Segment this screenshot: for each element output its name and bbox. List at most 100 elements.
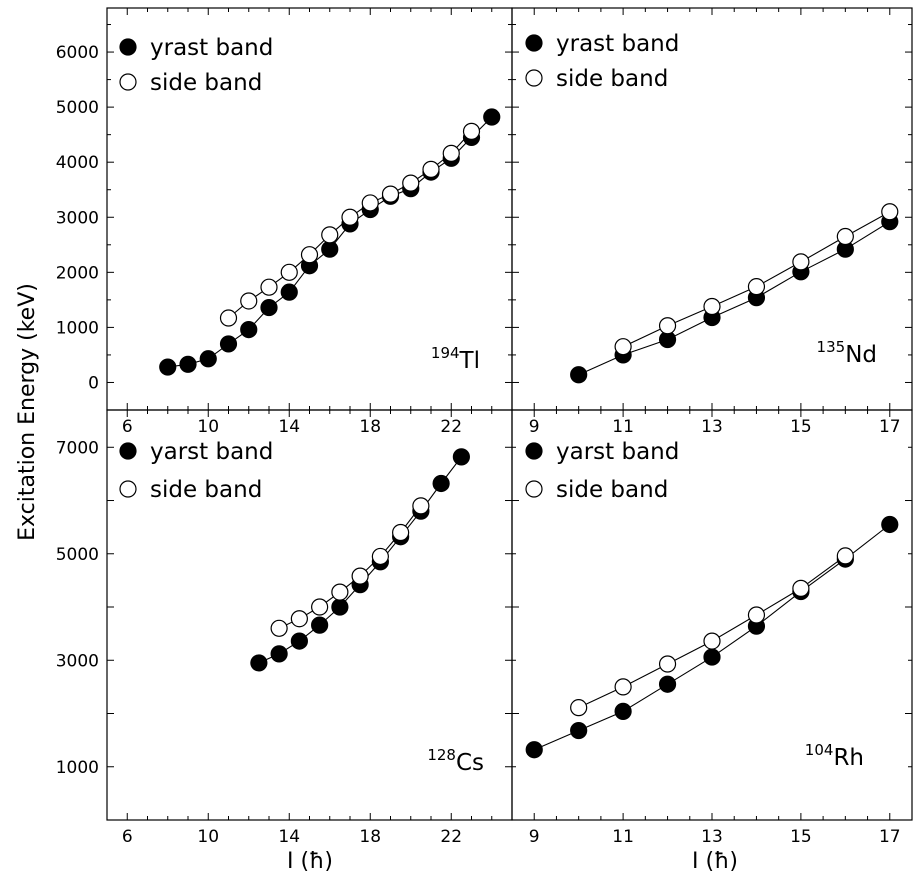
side-band-point bbox=[836, 227, 854, 246]
y-axis-title: Excitation Energy (keV) bbox=[15, 283, 40, 541]
side-band-point bbox=[361, 194, 379, 212]
yrast-point bbox=[250, 654, 268, 672]
side-band-point bbox=[402, 174, 420, 192]
side-band-point bbox=[300, 246, 319, 264]
x-tick-label: 10 bbox=[197, 827, 219, 847]
x-tick-label: 13 bbox=[701, 827, 723, 847]
legend-label: side band bbox=[556, 66, 668, 92]
side-band-point bbox=[260, 278, 278, 296]
y-tick-label: 2000 bbox=[56, 263, 99, 283]
legend-label: yrast band bbox=[556, 31, 679, 57]
y-tick-label: 0 bbox=[88, 373, 99, 393]
side-band-point bbox=[331, 583, 349, 601]
nucleus-mass-number: 135 bbox=[817, 338, 846, 356]
x-tick-label: 6 bbox=[122, 417, 133, 437]
nucleus-label: 194Tl bbox=[431, 344, 480, 374]
side-band-point bbox=[240, 292, 258, 310]
nucleus-symbol: Rh bbox=[833, 745, 864, 771]
nucleus-symbol: Nd bbox=[845, 342, 877, 368]
y-tick-label: 5000 bbox=[56, 545, 99, 565]
side-band-point bbox=[341, 208, 359, 226]
yrast-point bbox=[614, 702, 632, 720]
side-band-point bbox=[747, 278, 766, 296]
side-band-point bbox=[290, 610, 308, 628]
x-axis-title-right: I (ħ) bbox=[692, 849, 738, 874]
legend-marker-filled bbox=[525, 442, 543, 460]
y-tick-label: 6000 bbox=[56, 43, 99, 63]
x-tick-label: 14 bbox=[278, 827, 300, 847]
side-band-point bbox=[462, 122, 481, 140]
side-band-point bbox=[703, 632, 721, 650]
nucleus-symbol: Tl bbox=[459, 348, 480, 374]
legend-marker-filled bbox=[119, 38, 137, 56]
yrast-point bbox=[570, 721, 588, 740]
nucleus-label: 135Nd bbox=[817, 338, 877, 368]
legend-label: yarst band bbox=[150, 439, 273, 465]
side-band-point bbox=[219, 309, 238, 327]
side-band-point bbox=[321, 226, 339, 244]
panel-bottom-right: 9 11 13 15 17 yarst band side band 104Rh bbox=[511, 409, 913, 847]
x-tick-label: 11 bbox=[612, 827, 634, 847]
y-tick-label: 3000 bbox=[56, 651, 99, 671]
nucleus-label: 104Rh bbox=[805, 741, 864, 771]
panel-top-left: 6 10 14 18 22 0 1000 2000 3000 4000 5000 6000 yrast … bbox=[56, 7, 513, 437]
legend-label: side band bbox=[556, 477, 668, 503]
side-band-point bbox=[792, 579, 810, 597]
side-band-point bbox=[792, 253, 810, 271]
legend-marker-open bbox=[119, 73, 137, 91]
x-tick-label: 15 bbox=[790, 827, 812, 847]
yrast-point bbox=[260, 298, 278, 317]
yrast-point bbox=[179, 355, 197, 373]
yrast-point bbox=[240, 321, 258, 339]
x-axis-title-left: I (ħ) bbox=[287, 849, 333, 874]
x-tick-label: 18 bbox=[359, 827, 381, 847]
x-tick-label: 11 bbox=[612, 417, 634, 437]
panel-top-right: 9 11 13 15 17 yrast band side band 135Nd bbox=[511, 7, 913, 437]
legend-marker-filled bbox=[525, 34, 543, 52]
side-band-point bbox=[371, 547, 389, 566]
side-band-point bbox=[381, 185, 400, 203]
yrast-point bbox=[199, 350, 217, 368]
y-tick-label: 3000 bbox=[56, 208, 99, 228]
legend-marker-filled bbox=[119, 442, 137, 460]
yrast-point bbox=[452, 448, 470, 466]
y-tick-label: 5000 bbox=[56, 98, 99, 118]
side-band-point bbox=[703, 297, 721, 316]
yrast-point bbox=[570, 366, 588, 384]
x-tick-label: 17 bbox=[879, 827, 901, 847]
yrast-point bbox=[311, 616, 329, 634]
yrast-point bbox=[290, 632, 308, 650]
yrast-point bbox=[219, 335, 238, 353]
yrast-point bbox=[525, 741, 543, 759]
nucleus-symbol: Cs bbox=[456, 750, 484, 776]
side-band-point bbox=[658, 655, 677, 673]
side-band-point bbox=[392, 523, 410, 542]
nucleus-mass-number: 194 bbox=[431, 344, 460, 362]
yrast-point bbox=[159, 358, 177, 376]
side-band-point bbox=[881, 203, 899, 221]
x-tick-label: 22 bbox=[440, 827, 462, 847]
series-line-yrast bbox=[258, 456, 462, 664]
panels: 6 10 14 18 22 0 1000 2000 3000 4000 5000 6000 yrast … bbox=[56, 7, 913, 847]
side-band-point bbox=[351, 567, 369, 585]
side-band-point bbox=[658, 317, 677, 335]
legend-label: yrast band bbox=[150, 35, 273, 61]
x-tick-label: 18 bbox=[359, 417, 381, 437]
x-tick-label: 10 bbox=[197, 417, 219, 437]
legend-marker-open bbox=[119, 480, 137, 498]
side-band-point bbox=[614, 338, 632, 356]
side-band-point bbox=[311, 598, 329, 616]
y-tick-label: 7000 bbox=[56, 438, 99, 458]
side-band-point bbox=[614, 678, 632, 696]
side-band-point bbox=[836, 547, 854, 565]
side-band-point bbox=[442, 144, 460, 162]
x-tick-label: 9 bbox=[529, 827, 540, 847]
yrast-point bbox=[432, 474, 450, 493]
side-band-point bbox=[747, 606, 766, 624]
x-tick-label: 22 bbox=[440, 417, 462, 437]
y-tick-label: 1000 bbox=[56, 758, 99, 778]
side-band-point bbox=[412, 497, 430, 515]
yrast-point bbox=[658, 675, 677, 693]
side-band-point bbox=[570, 699, 588, 717]
x-tick-label: 9 bbox=[529, 417, 540, 437]
